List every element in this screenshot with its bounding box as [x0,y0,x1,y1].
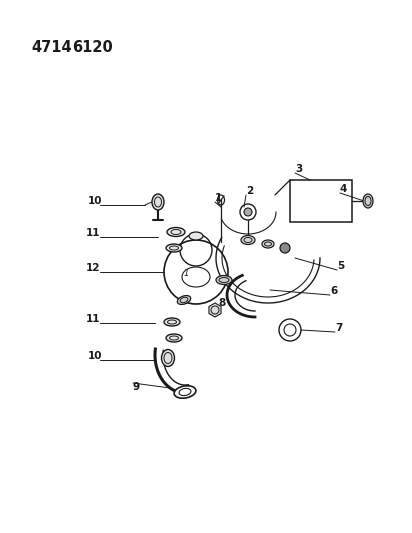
Ellipse shape [262,240,274,248]
Text: 2: 2 [246,186,253,196]
Circle shape [280,243,290,253]
Text: 11: 11 [86,228,101,238]
Text: 12: 12 [86,263,101,273]
Ellipse shape [241,236,255,245]
Text: 7: 7 [335,323,342,333]
Ellipse shape [216,276,232,285]
Ellipse shape [174,386,196,398]
Polygon shape [209,303,221,317]
Ellipse shape [189,232,203,240]
Circle shape [244,208,252,216]
Text: 9: 9 [133,382,140,392]
Ellipse shape [164,318,180,326]
Text: 8: 8 [218,298,225,308]
Ellipse shape [167,228,185,237]
Ellipse shape [166,334,182,342]
Ellipse shape [166,244,182,252]
Ellipse shape [177,295,191,304]
Text: 5: 5 [337,261,344,271]
Text: 1: 1 [215,193,222,203]
Ellipse shape [152,194,164,210]
Ellipse shape [162,350,175,367]
Text: 3: 3 [295,164,302,174]
Text: 6120: 6120 [72,40,113,55]
Text: 10: 10 [88,351,103,361]
Text: 1: 1 [183,270,189,279]
Text: 4714: 4714 [31,40,72,55]
Text: 11: 11 [86,314,101,324]
Text: 10: 10 [88,196,103,206]
Text: 6: 6 [330,286,337,296]
Text: 4: 4 [340,184,347,194]
Ellipse shape [363,194,373,208]
Bar [290,180,352,222]
